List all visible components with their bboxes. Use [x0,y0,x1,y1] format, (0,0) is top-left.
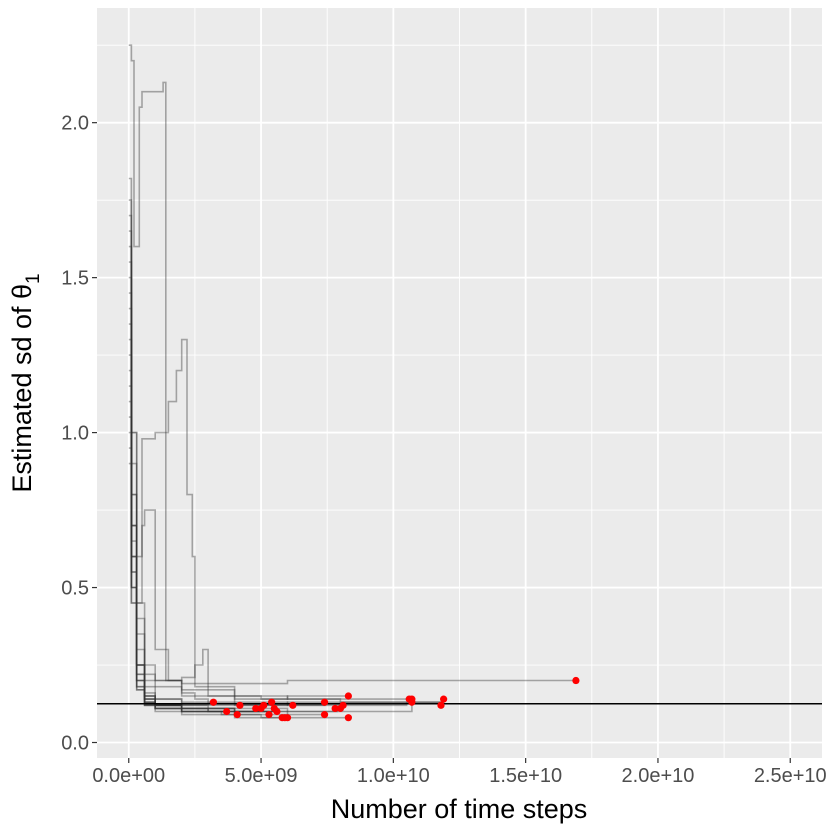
trace-line [128,261,445,707]
y-tick-label: 0.0 [61,733,89,755]
grid-major [97,8,822,758]
y-tick-label: 1.5 [61,268,89,290]
x-tick-label: 1.0e+10 [357,765,430,787]
y-tick-label: 2.0 [61,113,89,135]
endpoint-marker [572,676,580,685]
trace-line [128,385,326,707]
endpoint-marker [320,711,329,719]
endpoint-marker [233,711,241,719]
endpoint-marker [260,701,268,709]
trace-line [128,323,227,713]
y-axis-title-subscript: 1 [23,273,44,284]
endpoint-marker [320,698,329,706]
y-tick-label: 0.5 [61,578,89,600]
x-tick-label: 2.5e+10 [754,765,827,787]
y-axis-title: Estimated sd of θ1 [7,273,44,492]
trace-line [128,230,408,707]
trace-line [128,400,413,713]
endpoint-marker [283,714,292,722]
trace-line [128,369,349,719]
endpoint-marker [268,698,276,706]
endpoint-marker [344,692,352,700]
endpoint-marker [223,707,231,716]
endpoint-marker [209,698,218,706]
endpoint-marker [339,701,347,709]
trace-line [128,276,349,700]
endpoint-marker [440,695,448,703]
trace-line [128,214,576,685]
y-tick-label: 1.0 [61,423,89,445]
x-tick-label: 0.0e+00 [92,765,165,787]
trace-line [128,431,240,716]
endpoint-marker [252,704,260,713]
x-tick-label: 1.5e+10 [489,765,562,787]
endpoint-marker [408,695,416,703]
endpoint-marker [265,711,273,719]
endpoint-marker [331,704,339,713]
x-tick-label: 5.0e+09 [225,765,298,787]
x-axis-ticks: 0.0e+00 5.0e+09 1.0e+10 1.5e+10 2.0e+10 2.5e+… [92,758,827,787]
y-axis-title-main: Estimated sd of θ [7,284,37,493]
trace-line [128,199,326,718]
y-axis-ticks: 0.0 0.5 1.0 1.5 2.0 [61,113,97,755]
trace-line [128,44,441,703]
endpoint-marker [344,714,352,722]
endpoint-marker [236,701,244,709]
trace-line [128,245,214,703]
trace-line [128,354,264,713]
endpoint-marker [437,701,445,709]
grid-minor [97,8,822,758]
trace-line [128,177,412,700]
endpoint-marker [289,701,297,709]
endpoint-marker [273,707,281,716]
endpoint-markers [209,676,580,722]
trace-line [128,307,269,713]
x-axis-title: Number of time steps [331,794,588,824]
x-tick-label: 2.0e+10 [622,765,695,787]
